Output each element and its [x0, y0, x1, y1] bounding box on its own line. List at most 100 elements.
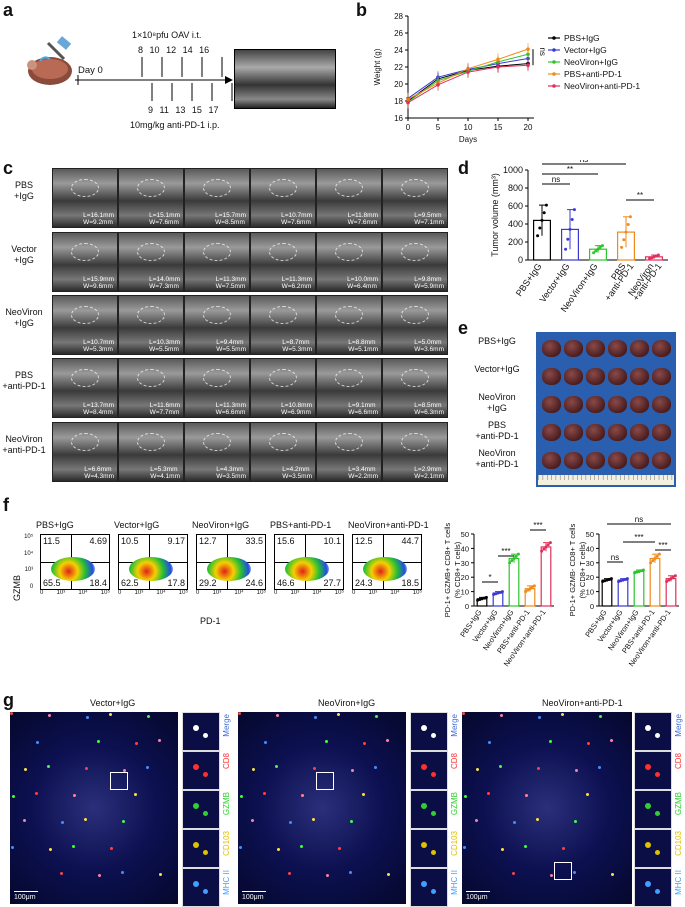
flow-title: NeoViron+anti-PD-1: [348, 520, 429, 530]
tumor-sample: [586, 424, 605, 441]
cell-signal: [288, 872, 291, 875]
sig-label: ***: [501, 547, 510, 556]
data-point: [596, 247, 600, 251]
measurement-label: L=10.3mm W=5.5mm: [149, 339, 180, 353]
timeline-arrow: [75, 75, 233, 85]
measurement-label: L=11.3mm W=6.6mm: [215, 402, 246, 416]
cell-signal: [487, 792, 490, 795]
measurement-label: L=6.6mm W=4.3mm: [84, 466, 114, 480]
x-tick-label: 0: [118, 590, 122, 596]
y-axis-label: (% CD8+ T cells): [453, 541, 462, 598]
y-tick-label: 10⁴: [24, 550, 34, 557]
cell-signal: [575, 769, 578, 772]
data-point: [626, 222, 630, 226]
flow-title: NeoViron+IgG: [192, 520, 250, 530]
cell-signal: [525, 794, 528, 797]
panel-c-ultrasound-grid: PBS +IgG L=16.1mm W=9.2mm L=15.1mm W=7.6mm L=…: [0, 160, 455, 490]
cell-signal: [655, 772, 660, 777]
tumor-sample: [542, 368, 561, 385]
cell-signal: [655, 850, 660, 855]
data-point: [566, 237, 570, 241]
data-point: [600, 244, 604, 248]
cell-signal: [159, 873, 162, 876]
cell-signal: [289, 821, 292, 824]
tumor-sample: [608, 452, 627, 469]
ultrasound-image: L=10.7mm W=5.3mm: [52, 295, 118, 355]
legend-marker: [552, 72, 556, 76]
legend-marker: [552, 48, 556, 52]
tumor-outline: [401, 433, 429, 451]
tumor-outline: [401, 179, 429, 197]
y-ticks: 10⁵ 10⁴ 10³ 0: [24, 534, 33, 590]
cell-signal: [300, 845, 303, 848]
channel-inset: [634, 751, 672, 790]
measurement-label: L=15.1mm W=7.6mm: [149, 212, 180, 226]
measurement-label: L=10.8mm W=6.9mm: [281, 402, 312, 416]
data-point: [514, 554, 518, 558]
category-label: PBS+IgG: [514, 261, 544, 298]
x-tick-label: 10³: [368, 590, 378, 596]
cell-signal: [421, 803, 427, 809]
quadrant-ul: 11.5: [43, 536, 60, 546]
tumor-outline: [401, 306, 429, 324]
cell-signal: [264, 741, 267, 744]
measurement-label: L=9.1mm W=6.6mm: [348, 402, 378, 416]
y-tick-label: 50: [461, 530, 469, 539]
measurement-label: L=8.5mm W=6.3mm: [414, 402, 444, 416]
legend-marker: [552, 84, 556, 88]
x-tick-label: 10⁴: [78, 590, 88, 596]
row-label: Vector +IgG: [11, 244, 37, 265]
x-tick-label: 10⁴: [312, 590, 322, 596]
tumor-sample: [586, 452, 605, 469]
panel-label-d: d: [458, 158, 469, 178]
tumor-outline: [203, 306, 231, 324]
tumor-outline: [137, 433, 165, 451]
data-point: [656, 253, 660, 257]
measurement-label: L=9.8mm W=5.9mm: [414, 276, 444, 290]
y-tick-label: 1000: [503, 165, 523, 175]
data-point: [532, 584, 536, 588]
y-tick-label: 10: [461, 588, 469, 597]
x-tick-label: 10⁵: [256, 590, 266, 596]
row-label: PBS+IgG: [478, 336, 516, 346]
cell-signal: [645, 764, 651, 770]
ultrasound-image: L=6.6mm W=4.3mm: [52, 422, 118, 482]
fluorescence-image: 100μm: [238, 712, 406, 904]
data-point: [536, 234, 540, 238]
density-blob: [285, 557, 329, 581]
cell-signal: [500, 714, 503, 717]
channel-label: GZMB: [674, 792, 683, 816]
x-tick-label: 10⁴: [234, 590, 244, 596]
cell-signal: [325, 740, 328, 743]
cell-signal: [312, 818, 315, 821]
data-point: [510, 559, 514, 563]
cell-signal: [203, 733, 208, 738]
y-axis-label: (% CD8+ T cells): [578, 541, 587, 598]
data-point: [524, 590, 528, 594]
ultrasound-image: L=5.0mm W=3.6mm: [382, 295, 448, 355]
cell-signal: [275, 765, 278, 768]
data-point: [572, 208, 576, 212]
ultrasound-image: L=8.8mm W=5.1mm: [316, 295, 382, 355]
ultrasound-image: L=11.8mm W=7.6mm: [316, 168, 382, 228]
cell-signal: [561, 713, 564, 716]
x-ticks: 0 10³ 10⁴ 10⁵: [196, 590, 266, 596]
flow-plot: 10.5 9.17 62.5 17.8: [118, 534, 188, 590]
channel-label: CD103: [674, 831, 683, 856]
measurement-label: L=15.7mm W=8.5mm: [215, 212, 246, 226]
y-tick-label: 0: [29, 583, 34, 590]
data-point: [665, 580, 669, 584]
tumor-outline: [401, 369, 429, 387]
panel-label-f: f: [3, 495, 9, 515]
data-point: [628, 215, 632, 219]
ultrasound-image: L=4.2mm W=3.5mm: [250, 422, 316, 482]
panel-f-bar1: 0 10 20 30 40 50 PD-1+ GZMB+ CD8+ T cells (% CD…: [440, 512, 560, 682]
ultrasound-image: L=2.9mm W=2.1mm: [382, 422, 448, 482]
tumor-outline: [137, 306, 165, 324]
quadrant-ul: 12.5: [355, 536, 373, 546]
ultrasound-image: L=15.7mm W=8.5mm: [184, 168, 250, 228]
data-point: [526, 47, 530, 51]
data-point: [651, 559, 655, 563]
cell-signal: [203, 850, 208, 855]
row-label: Vector+IgG: [474, 364, 520, 374]
